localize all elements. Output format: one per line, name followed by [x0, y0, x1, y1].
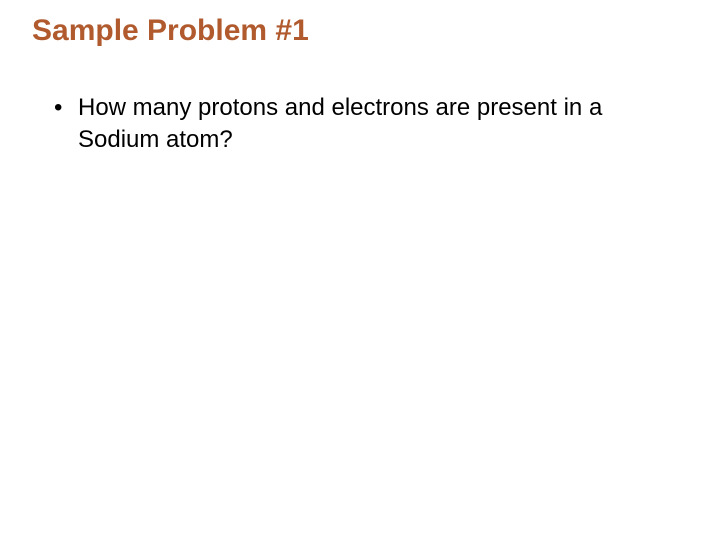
list-item: • How many protons and electrons are pre… — [54, 92, 678, 156]
bullet-list: • How many protons and electrons are pre… — [32, 92, 688, 156]
slide: Sample Problem #1 • How many protons and… — [0, 0, 720, 540]
slide-title: Sample Problem #1 — [32, 14, 688, 48]
bullet-marker: • — [54, 92, 78, 124]
bullet-text: How many protons and electrons are prese… — [78, 92, 678, 156]
